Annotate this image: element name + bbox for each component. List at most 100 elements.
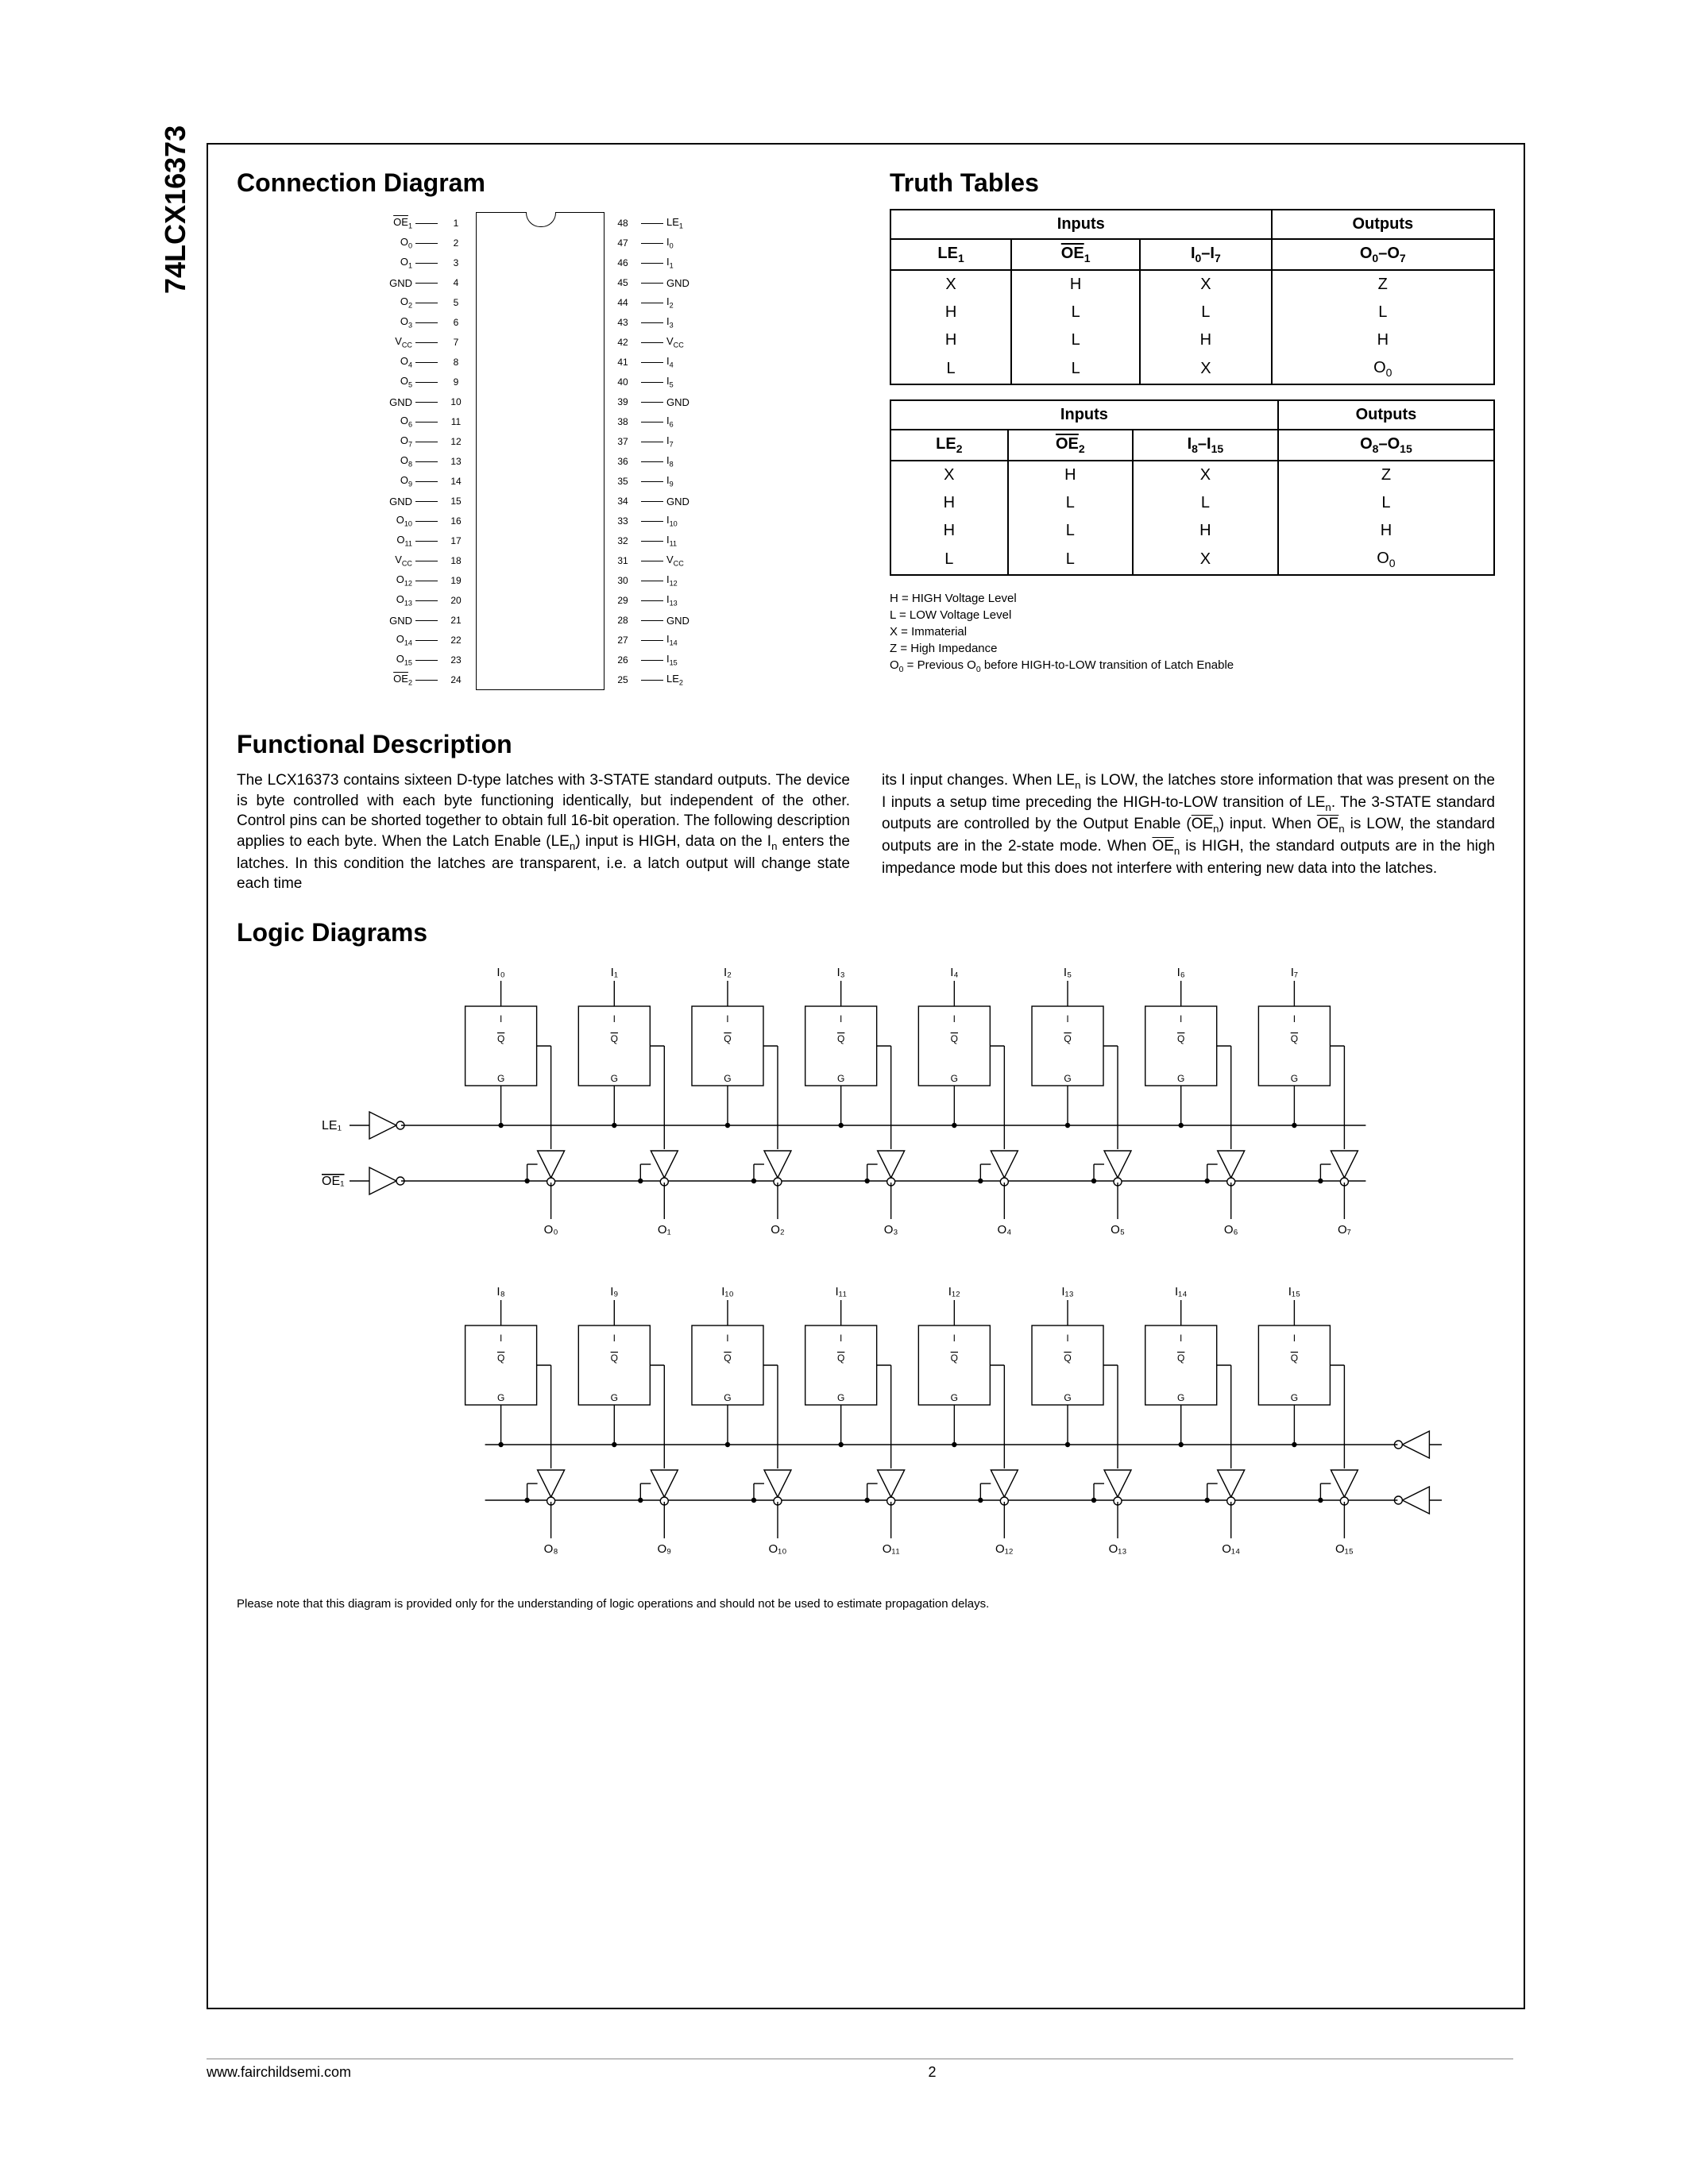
svg-text:I₈: I₈ bbox=[496, 1285, 504, 1298]
svg-text:O₀: O₀ bbox=[544, 1223, 558, 1237]
pin-right-44: I244 bbox=[539, 295, 706, 311]
svg-text:I₁: I₁ bbox=[611, 966, 618, 979]
truth-tables: InputsOutputsLE1OE1I0–I7O0–O7XHXZHLLLHLH… bbox=[890, 209, 1495, 576]
svg-text:Q: Q bbox=[497, 1033, 504, 1044]
pin-right-35: I935 bbox=[539, 473, 706, 489]
logic-diagram-2: LE₂OE₂I₈IQGO₈I₉IQGO₉I₁₀IQGO₁₀I₁₁IQGO₁₁I₁… bbox=[290, 1278, 1442, 1580]
svg-text:G: G bbox=[1291, 1073, 1298, 1084]
pin-left-7: VCC7 bbox=[373, 334, 539, 350]
svg-text:I: I bbox=[613, 1013, 616, 1024]
pin-left-23: O1523 bbox=[373, 652, 539, 668]
svg-text:I₁₂: I₁₂ bbox=[948, 1285, 960, 1298]
svg-text:I: I bbox=[500, 1333, 502, 1344]
part-number: 74LCX16373 bbox=[159, 125, 192, 294]
svg-text:I: I bbox=[840, 1333, 842, 1344]
footer-page: 2 bbox=[929, 2064, 937, 2081]
svg-text:I₁₁: I₁₁ bbox=[836, 1285, 847, 1298]
truth-table-2: InputsOutputsLE2OE2I8–I15O8–O15XHXZHLLLH… bbox=[890, 399, 1495, 576]
svg-text:Q: Q bbox=[951, 1033, 958, 1044]
pin-left-8: O48 bbox=[373, 354, 539, 370]
svg-text:I: I bbox=[1180, 1333, 1182, 1344]
pin-right-29: I1329 bbox=[539, 592, 706, 608]
logic-heading: Logic Diagrams bbox=[237, 918, 1495, 947]
svg-text:Q: Q bbox=[1064, 1352, 1071, 1364]
pin-right-39: GND39 bbox=[539, 394, 706, 410]
svg-text:G: G bbox=[724, 1073, 731, 1084]
logic-diagram-1: LE₁OE₁I₀IQGO₀I₁IQGO₁I₂IQGO₂I₃IQGO₃I₄IQGO… bbox=[290, 959, 1442, 1260]
connection-heading: Connection Diagram bbox=[237, 168, 842, 198]
pin-right-37: I737 bbox=[539, 434, 706, 450]
svg-text:G: G bbox=[837, 1392, 844, 1403]
svg-text:OE₁: OE₁ bbox=[322, 1175, 345, 1188]
svg-text:O₃: O₃ bbox=[884, 1223, 898, 1237]
pin-left-22: O1422 bbox=[373, 632, 539, 648]
svg-text:O₆: O₆ bbox=[1224, 1223, 1238, 1237]
svg-text:I₁₅: I₁₅ bbox=[1288, 1285, 1300, 1298]
svg-text:LE₁: LE₁ bbox=[322, 1119, 342, 1133]
pin-right-28: GND28 bbox=[539, 612, 706, 628]
svg-text:I: I bbox=[1180, 1013, 1182, 1024]
svg-text:I₃: I₃ bbox=[837, 966, 845, 979]
svg-text:I₁₃: I₁₃ bbox=[1061, 1285, 1073, 1298]
svg-text:O₅: O₅ bbox=[1111, 1223, 1125, 1237]
pin-right-46: I146 bbox=[539, 255, 706, 271]
svg-text:Q: Q bbox=[1064, 1033, 1071, 1044]
svg-text:G: G bbox=[1291, 1392, 1298, 1403]
svg-text:O₁₄: O₁₄ bbox=[1222, 1542, 1240, 1556]
pin-left-4: GND4 bbox=[373, 275, 539, 291]
svg-text:G: G bbox=[497, 1392, 504, 1403]
svg-text:I₂: I₂ bbox=[724, 966, 732, 979]
pin-left-9: O59 bbox=[373, 374, 539, 390]
pin-right-42: VCC42 bbox=[539, 334, 706, 350]
pin-right-27: I1427 bbox=[539, 632, 706, 648]
svg-text:O₈: O₈ bbox=[544, 1542, 558, 1556]
svg-text:Q: Q bbox=[1177, 1352, 1184, 1364]
svg-text:I: I bbox=[953, 1333, 956, 1344]
pin-left-17: O1117 bbox=[373, 533, 539, 549]
pin-right-33: I1033 bbox=[539, 513, 706, 529]
pin-right-25: LE225 bbox=[539, 672, 706, 688]
svg-text:Q: Q bbox=[951, 1352, 958, 1364]
svg-text:O₁₁: O₁₁ bbox=[883, 1542, 900, 1556]
logic-note: Please note that this diagram is provide… bbox=[237, 1597, 1495, 1611]
svg-text:I: I bbox=[726, 1333, 728, 1344]
svg-text:I: I bbox=[1066, 1013, 1068, 1024]
pin-right-30: I1230 bbox=[539, 573, 706, 588]
svg-text:I₉: I₉ bbox=[610, 1285, 618, 1298]
svg-text:O₁₂: O₁₂ bbox=[995, 1542, 1014, 1556]
truth-legend: H = HIGH Voltage LevelL = LOW Voltage Le… bbox=[890, 590, 1495, 676]
pin-right-48: LE148 bbox=[539, 215, 706, 231]
pin-left-12: O712 bbox=[373, 434, 539, 450]
svg-text:Q: Q bbox=[1177, 1033, 1184, 1044]
svg-text:I₁₄: I₁₄ bbox=[1175, 1285, 1187, 1298]
svg-text:I₁₀: I₁₀ bbox=[721, 1285, 733, 1298]
pin-left-10: GND10 bbox=[373, 394, 539, 410]
truth-table-1: InputsOutputsLE1OE1I0–I7O0–O7XHXZHLLLHLH… bbox=[890, 209, 1495, 385]
svg-text:G: G bbox=[1064, 1073, 1071, 1084]
svg-text:Q: Q bbox=[1291, 1352, 1298, 1364]
pin-left-16: O1016 bbox=[373, 513, 539, 529]
svg-text:O₁₀: O₁₀ bbox=[768, 1542, 786, 1556]
pin-right-32: I1132 bbox=[539, 533, 706, 549]
svg-text:Q: Q bbox=[611, 1352, 618, 1364]
svg-text:O₉: O₉ bbox=[657, 1542, 671, 1556]
truth-heading: Truth Tables bbox=[890, 168, 1495, 198]
svg-text:Q: Q bbox=[497, 1352, 504, 1364]
pin-right-41: I441 bbox=[539, 354, 706, 370]
pin-right-31: VCC31 bbox=[539, 553, 706, 569]
pin-left-18: VCC18 bbox=[373, 553, 539, 569]
svg-text:G: G bbox=[1177, 1392, 1184, 1403]
svg-text:I: I bbox=[1293, 1333, 1296, 1344]
svg-text:I: I bbox=[500, 1013, 502, 1024]
functional-text-left: The LCX16373 contains sixteen D-type lat… bbox=[237, 770, 850, 894]
svg-text:G: G bbox=[724, 1392, 731, 1403]
svg-text:I: I bbox=[613, 1333, 616, 1344]
pin-left-15: GND15 bbox=[373, 493, 539, 509]
pin-left-24: OE224 bbox=[373, 672, 539, 688]
functional-heading: Functional Description bbox=[237, 730, 1495, 759]
svg-text:I: I bbox=[1066, 1333, 1068, 1344]
pin-right-47: I047 bbox=[539, 235, 706, 251]
pin-right-38: I638 bbox=[539, 414, 706, 430]
pin-right-40: I540 bbox=[539, 374, 706, 390]
svg-text:Q: Q bbox=[837, 1352, 844, 1364]
